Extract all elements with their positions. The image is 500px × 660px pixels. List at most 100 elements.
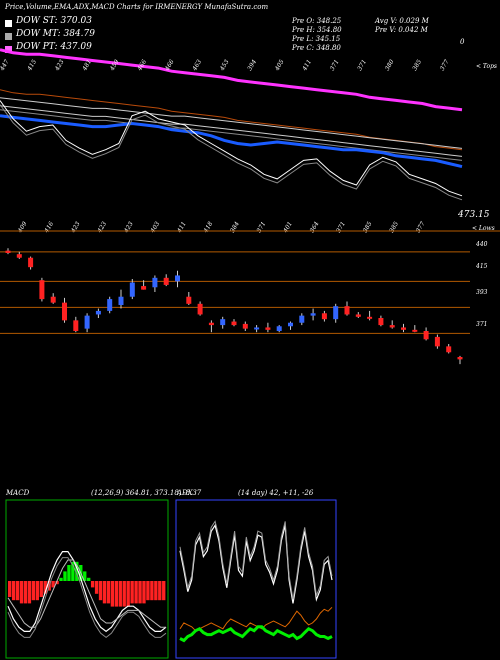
macd-histogram-bar	[102, 581, 107, 604]
candle-body	[355, 314, 361, 317]
stray-char: 0	[460, 38, 465, 46]
candle-body	[141, 286, 147, 290]
macd-histogram-bar	[75, 561, 79, 581]
macd-histogram-bar	[138, 581, 142, 604]
macd-histogram-bar	[162, 581, 166, 601]
adx-line	[179, 523, 333, 604]
dow-st-swatch	[5, 20, 12, 27]
candle-body	[265, 327, 271, 330]
candle-body	[152, 277, 158, 288]
candle-body	[378, 318, 384, 326]
candle-body	[118, 296, 124, 305]
low-label-6: 411	[176, 221, 188, 235]
level-label-440: 440	[476, 241, 488, 248]
top-label-13: 371	[356, 59, 368, 72]
macd-histogram-bar	[71, 561, 75, 581]
macd-params: (12,26,9) 364.81, 373.18, -8.37	[91, 489, 202, 497]
candle-body	[434, 336, 440, 347]
candle-body	[288, 322, 293, 327]
candle-body	[242, 323, 248, 329]
macd-histogram-bar	[11, 581, 16, 601]
macd-histogram-bar	[110, 581, 115, 607]
candle-body	[5, 250, 11, 253]
macd-histogram-bar	[90, 581, 95, 588]
top-label-8: 453	[218, 58, 230, 72]
ema-50-line	[0, 97, 463, 149]
macd-histogram-bar	[39, 581, 43, 597]
candle-body	[231, 321, 237, 326]
macd-histogram-bar	[98, 581, 103, 601]
top-label-11: 411	[301, 59, 313, 73]
macd-histogram-bar	[23, 581, 28, 604]
candle-body	[276, 326, 282, 331]
candle-body	[401, 327, 406, 330]
candle-body	[175, 275, 180, 282]
candle-body	[39, 280, 45, 300]
dow-pt-label: DOW PT: 437.09	[16, 42, 92, 52]
macd-histogram-bar	[55, 581, 59, 585]
macd-histogram-bar	[154, 581, 158, 601]
low-label-4: 423	[122, 220, 134, 234]
candle-body	[367, 316, 373, 319]
low-label-12: 371	[335, 221, 347, 234]
macd-histogram-bar	[118, 581, 122, 607]
candle-body	[321, 313, 327, 320]
low-label-1: 416	[43, 220, 55, 234]
candle-body	[129, 282, 135, 297]
macd-histogram-bar	[19, 581, 24, 604]
top-label-14: 380	[384, 58, 396, 72]
macd-label: MACD	[6, 489, 30, 497]
ema-200-line	[0, 48, 463, 112]
ema-20-line	[0, 109, 463, 161]
stat-prev-low: Pre L: 345.15	[292, 35, 341, 43]
low-label-3: 423	[96, 220, 108, 234]
macd-histogram-bar	[130, 581, 134, 604]
macd-histogram-bar	[63, 571, 67, 581]
candle-body	[412, 329, 418, 332]
macd-histogram-bar	[15, 581, 20, 601]
macd-histogram-bar	[59, 577, 63, 581]
candle-body	[16, 254, 22, 258]
macd-histogram-bar	[31, 581, 36, 601]
candle-body	[197, 303, 203, 315]
top-label-16: 377	[439, 58, 451, 72]
adx-panel-frame	[175, 499, 337, 659]
adx-label: ADX	[177, 489, 193, 497]
last-value-label: 473.15	[458, 210, 490, 220]
adx-params: (14 day) 42, +11, -26	[238, 489, 314, 497]
low-label-8: 384	[229, 220, 241, 234]
candle-body	[28, 257, 34, 268]
minus-di-line	[179, 606, 333, 632]
macd-histogram-bar	[51, 581, 55, 588]
top-label-0: 447	[0, 58, 11, 72]
lows-marker: < Lows	[472, 225, 495, 232]
level-label-371: 371	[476, 321, 488, 328]
candle-body	[299, 315, 305, 323]
low-label-15: 377	[415, 220, 427, 234]
top-label-4: 459	[108, 58, 120, 72]
candle-body	[423, 331, 429, 340]
macd-line-echo	[7, 557, 167, 639]
candle-body	[50, 296, 56, 303]
candle-body	[220, 319, 226, 326]
dow-st-label: DOW ST: 370.03	[16, 16, 92, 26]
candle-body	[389, 325, 395, 328]
candle-body	[254, 327, 260, 330]
macd-histogram-bar	[87, 577, 91, 581]
candle-body	[107, 299, 113, 311]
low-label-11: 364	[309, 220, 321, 234]
dow-mt-swatch	[5, 33, 12, 40]
low-label-10: 401	[282, 221, 294, 235]
low-label-14: 385	[388, 220, 400, 234]
macd-histogram-bar	[8, 581, 12, 597]
price-line	[0, 100, 463, 197]
tops-marker: < Tops	[476, 63, 498, 70]
top-label-15: 385	[411, 58, 423, 72]
top-label-2: 423	[53, 58, 65, 72]
stat-prev-open: Pre O: 348.25	[292, 17, 342, 25]
top-label-12: 371	[329, 59, 341, 72]
top-label-9: 394	[246, 58, 258, 72]
candle-body	[208, 322, 214, 326]
dow-pt-swatch	[5, 46, 12, 53]
